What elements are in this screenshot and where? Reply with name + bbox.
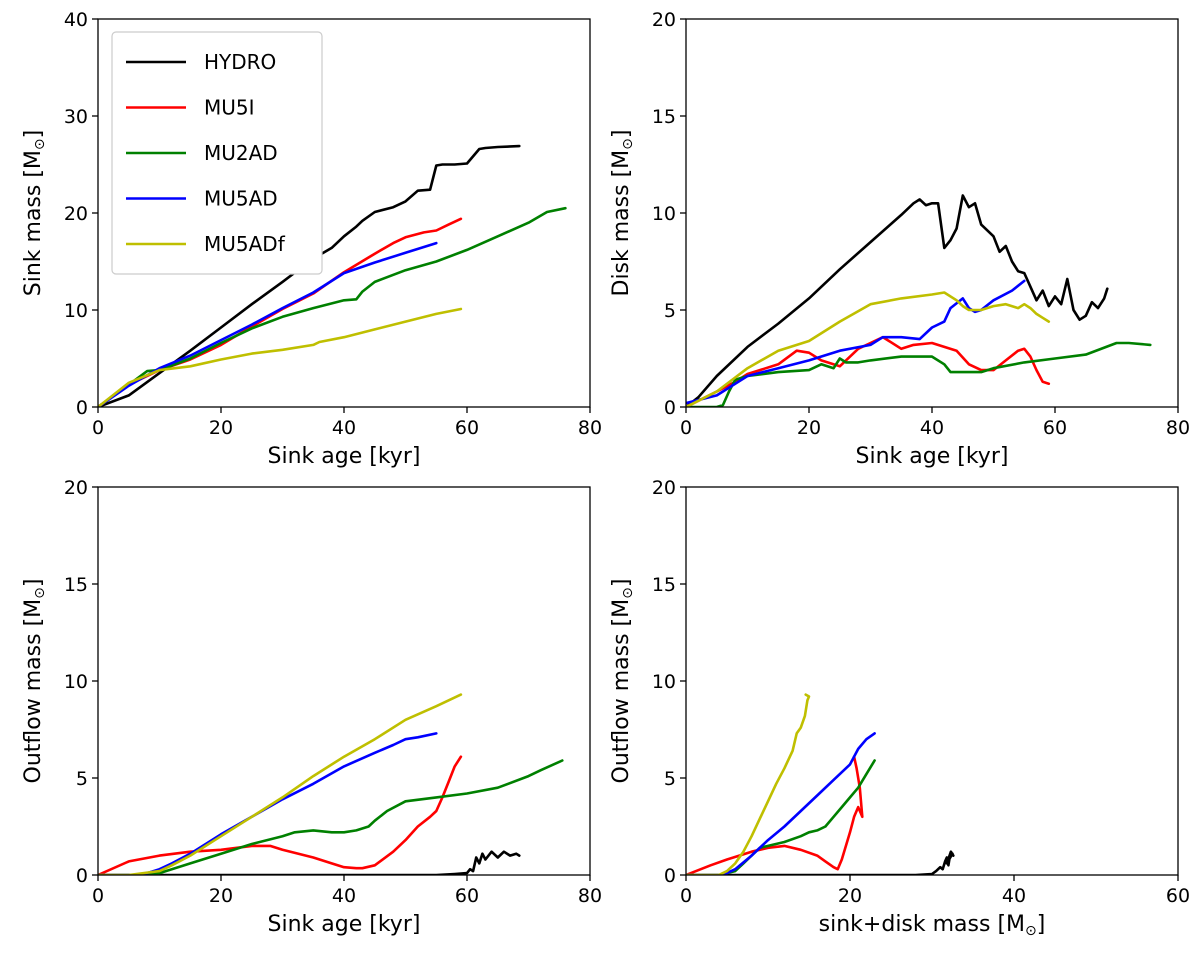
x-tick-label: 0	[680, 885, 692, 907]
series-group	[98, 693, 564, 875]
y-tick-label: 15	[64, 574, 88, 596]
x-tick-label: 60	[1043, 417, 1067, 439]
x-tick-label: 0	[92, 885, 104, 907]
series-line-hydro	[98, 850, 521, 875]
series-line-hydro	[686, 850, 955, 875]
y-tick-label: 20	[652, 9, 676, 31]
x-tick-label: 40	[1002, 885, 1026, 907]
series-group	[686, 194, 1152, 407]
x-tick-label: 0	[92, 417, 104, 439]
y-tick-label: 5	[664, 300, 676, 322]
x-tick-label: 40	[332, 885, 356, 907]
chart-sink-mass: 0 20 40 60 80 0 10 20 30 40 Sink age [kyr] Sink mas…	[21, 9, 602, 469]
y-tick-label: 40	[64, 9, 88, 31]
y-tick-label: 20	[64, 203, 88, 225]
legend-label-mu2ad: MU2AD	[204, 141, 278, 165]
legend-label-mu5i: MU5I	[204, 96, 255, 120]
series-line-mu5adf	[98, 307, 463, 407]
y-tick-label: 0	[664, 397, 676, 419]
series-line-mu5adf	[686, 693, 811, 875]
series-line-mu5i	[686, 755, 864, 875]
series-line-mu5i	[686, 335, 1051, 407]
x-axis-label: sink+disk mass [M⊙]	[819, 912, 1046, 939]
y-tick-label: 0	[76, 865, 88, 887]
series-line-mu5i	[98, 755, 463, 875]
y-axis-label: Disk mass [M⊙]	[609, 130, 636, 297]
legend-box	[111, 31, 323, 275]
legend-label-mu5adf: MU5ADf	[204, 232, 286, 256]
x-axis-label: Sink age [kyr]	[268, 912, 421, 937]
series-line-mu5ad	[686, 732, 876, 875]
x-tick-label: 20	[838, 885, 862, 907]
series-group	[98, 144, 567, 407]
y-tick-label: 15	[652, 106, 676, 128]
y-tick-label: 20	[652, 477, 676, 499]
y-axis-label: Sink mass [M⊙]	[21, 130, 48, 296]
x-tick-label: 80	[578, 885, 602, 907]
x-tick-label: 40	[332, 417, 356, 439]
x-tick-label: 40	[920, 417, 944, 439]
series-line-mu2ad	[98, 759, 564, 875]
chart-outflow-mass-total: 0 20 40 60 0 5 10 15 20 sink+disk mass [M⊙] Outflo…	[609, 477, 1190, 939]
x-tick-label: 20	[797, 417, 821, 439]
y-tick-label: 10	[64, 671, 88, 693]
legend-label-hydro: HYDRO	[204, 50, 276, 74]
chart-disk-mass: 0 20 40 60 80 0 5 10 15 20 Sink age [kyr] Disk mass…	[609, 9, 1190, 469]
series-line-mu5ad	[98, 732, 438, 875]
y-tick-label: 30	[64, 106, 88, 128]
series-line-hydro	[98, 144, 521, 407]
x-axis-label: Sink age [kyr]	[268, 444, 421, 469]
y-axis-label: Outflow mass [M⊙]	[21, 579, 48, 784]
x-tick-label: 80	[1166, 417, 1190, 439]
series-line-mu5ad	[686, 279, 1026, 405]
x-tick-label: 80	[578, 417, 602, 439]
x-axis-label: Sink age [kyr]	[856, 444, 1009, 469]
legend-label-mu5ad: MU5AD	[204, 187, 278, 211]
series-line-hydro	[686, 194, 1109, 407]
x-tick-label: 60	[1166, 885, 1190, 907]
y-tick-label: 10	[652, 203, 676, 225]
series-group	[686, 693, 955, 875]
legend: HYDRO MU5I MU2AD MU5AD MU5ADf	[111, 31, 323, 275]
series-line-mu5adf	[98, 693, 463, 875]
y-tick-label: 15	[652, 574, 676, 596]
y-tick-label: 20	[64, 477, 88, 499]
plot-frame	[97, 486, 591, 876]
x-tick-label: 0	[680, 417, 692, 439]
series-line-mu2ad	[686, 341, 1152, 407]
y-tick-label: 0	[664, 865, 676, 887]
x-tick-label: 20	[209, 417, 233, 439]
y-tick-label: 5	[664, 768, 676, 790]
chart-outflow-mass-age: 0 20 40 60 80 0 5 10 15 20 Sink age [kyr] Outflow m…	[21, 477, 602, 937]
y-axis-label: Outflow mass [M⊙]	[609, 579, 636, 784]
y-tick-label: 10	[64, 300, 88, 322]
y-tick-label: 0	[76, 397, 88, 419]
x-tick-label: 60	[455, 417, 479, 439]
x-tick-label: 20	[209, 885, 233, 907]
y-tick-label: 5	[76, 768, 88, 790]
x-tick-label: 60	[455, 885, 479, 907]
series-line-mu5adf	[686, 291, 1051, 407]
y-tick-label: 10	[652, 671, 676, 693]
